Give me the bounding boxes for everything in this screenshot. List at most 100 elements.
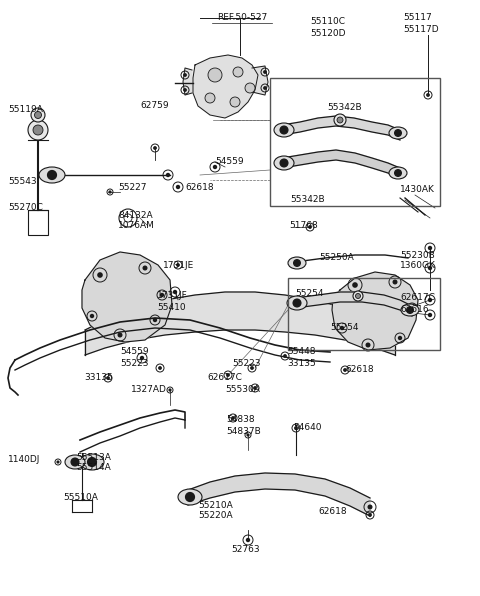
Circle shape [280,126,288,134]
Circle shape [429,247,432,250]
Text: 55117: 55117 [403,14,432,23]
Circle shape [398,337,401,340]
Circle shape [280,159,288,167]
Circle shape [429,266,432,269]
Circle shape [33,125,43,135]
Polygon shape [193,55,258,118]
Text: 54640: 54640 [293,423,322,432]
Ellipse shape [287,296,307,310]
Circle shape [107,377,109,379]
Text: 55270C: 55270C [8,203,43,212]
Polygon shape [252,66,268,95]
Circle shape [366,343,370,347]
Circle shape [284,355,286,357]
Circle shape [227,374,229,376]
Circle shape [264,71,266,73]
Text: 1731JE: 1731JE [163,260,194,269]
Text: 1731JF: 1731JF [157,290,188,300]
Circle shape [393,280,397,284]
Ellipse shape [389,127,407,139]
Text: 55210A: 55210A [198,501,233,510]
Circle shape [410,306,413,309]
Circle shape [184,89,186,91]
Polygon shape [85,292,395,355]
Circle shape [143,266,147,270]
Circle shape [48,170,57,179]
Bar [270,78,440,206]
Polygon shape [332,272,418,350]
Ellipse shape [274,123,294,137]
Circle shape [28,120,48,140]
Text: 55254: 55254 [295,288,324,297]
Text: 55223: 55223 [232,359,261,368]
Text: 55543: 55543 [8,178,36,187]
Text: 55223: 55223 [120,359,148,368]
Ellipse shape [65,455,85,469]
Text: 55250A: 55250A [319,253,354,262]
Text: 54837B: 54837B [226,427,261,436]
Ellipse shape [39,167,65,183]
Circle shape [35,111,41,119]
Circle shape [154,318,156,321]
Circle shape [160,293,164,296]
Ellipse shape [178,489,202,505]
Polygon shape [282,150,400,178]
Circle shape [232,417,234,419]
Text: 33135: 33135 [84,374,113,383]
Circle shape [177,264,179,266]
Text: 52763: 52763 [231,545,260,554]
Circle shape [91,315,94,318]
Polygon shape [295,292,412,316]
Text: 55342B: 55342B [327,104,361,113]
Text: 1360GK: 1360GK [400,262,436,271]
Circle shape [167,173,169,176]
Text: 55110C: 55110C [310,17,345,26]
Circle shape [205,93,215,103]
Circle shape [340,327,344,330]
Circle shape [169,389,171,391]
Bar [28,210,48,235]
Text: 1076AM: 1076AM [118,222,155,231]
Circle shape [353,291,363,301]
Bar [288,278,440,350]
Circle shape [369,514,371,516]
Circle shape [173,290,177,293]
Circle shape [208,68,222,82]
Circle shape [309,226,311,228]
Circle shape [57,461,59,463]
Ellipse shape [288,257,306,269]
Text: 62618: 62618 [345,365,373,374]
Circle shape [177,185,180,188]
Text: 62617C: 62617C [207,374,242,383]
Text: 62759: 62759 [140,101,168,110]
Text: 55510A: 55510A [63,493,98,502]
Circle shape [293,299,301,307]
Circle shape [118,333,122,337]
Text: 55410: 55410 [157,303,186,312]
Circle shape [353,283,357,287]
Circle shape [334,114,346,126]
Text: 62618: 62618 [318,507,347,516]
Text: 1430AK: 1430AK [400,185,435,194]
Circle shape [233,67,243,77]
Circle shape [427,94,429,96]
Circle shape [87,458,96,467]
Circle shape [247,434,249,436]
Circle shape [159,367,161,369]
Circle shape [337,117,343,123]
Text: 62616: 62616 [400,305,429,313]
Text: 54559: 54559 [215,157,244,166]
Text: 84132A: 84132A [118,210,153,219]
Polygon shape [82,252,172,342]
Circle shape [214,166,216,169]
Circle shape [294,260,300,266]
Circle shape [395,130,401,136]
Text: 55119A: 55119A [8,105,43,114]
Text: 55117D: 55117D [403,24,439,33]
Text: 51768: 51768 [289,222,318,231]
Text: 1140DJ: 1140DJ [8,455,40,464]
Circle shape [368,505,372,509]
Circle shape [407,307,413,313]
Text: 55254: 55254 [330,322,359,331]
Text: 54838: 54838 [226,415,254,424]
